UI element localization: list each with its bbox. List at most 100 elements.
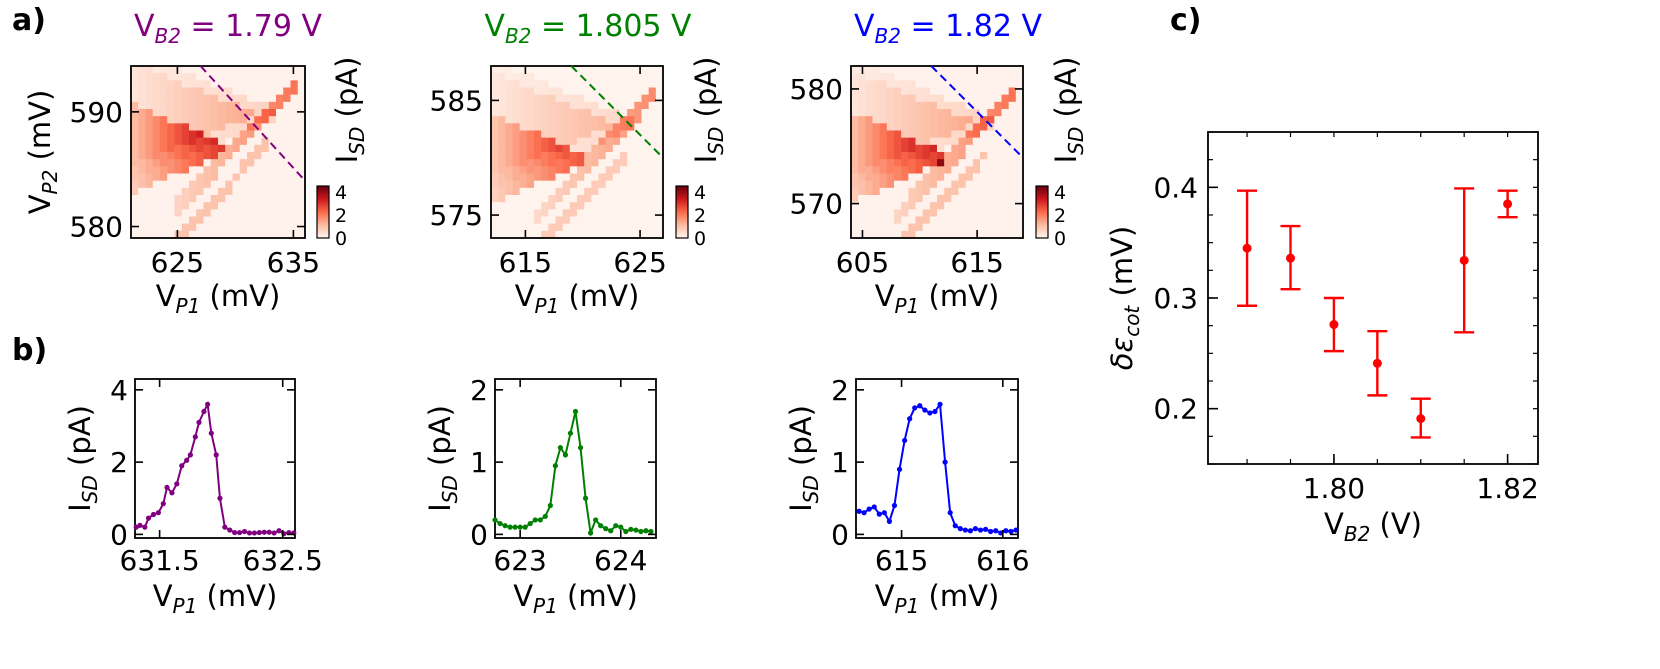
heatmap-cell xyxy=(555,195,564,203)
heatmap-cell xyxy=(922,180,931,189)
heatmap-cell xyxy=(879,109,888,117)
heatmap-cell xyxy=(929,195,938,203)
heatmap-cell xyxy=(944,73,952,81)
heatmap-cell xyxy=(203,130,212,139)
heatmap-cell xyxy=(548,66,557,74)
heatmap-cell xyxy=(1001,130,1010,139)
heatmap-cell xyxy=(929,101,938,110)
heatmap-cell xyxy=(569,166,578,175)
heatmap-cell xyxy=(901,109,909,117)
heatmap-cell xyxy=(189,152,197,160)
heatmap-cell xyxy=(174,216,183,225)
heatmap-cell xyxy=(987,73,995,81)
heatmap-cell xyxy=(297,87,306,96)
heatmap-cell xyxy=(498,152,506,160)
data-point xyxy=(196,419,202,425)
heatmap-cell xyxy=(562,202,571,210)
heatmap-cell xyxy=(879,173,888,182)
data-point xyxy=(502,523,508,529)
heatmap-cell xyxy=(901,144,909,153)
series-line xyxy=(494,411,652,537)
heatmap-cell xyxy=(160,87,168,96)
heatmap-cell xyxy=(1001,80,1010,89)
heatmap-cell xyxy=(655,80,664,89)
heatmap-cell xyxy=(505,123,514,132)
heatmap-cell xyxy=(526,109,535,117)
heatmap-cell xyxy=(174,87,183,96)
heatmap-cell xyxy=(145,66,154,74)
heatmap-cell xyxy=(491,230,499,239)
heatmap-cell xyxy=(634,123,643,132)
heatmap-cell xyxy=(562,80,571,89)
heatmap-cell xyxy=(851,173,859,182)
heatmap-cell xyxy=(526,130,535,139)
heatmap-cell xyxy=(276,166,284,175)
heatmap-cell xyxy=(851,195,859,203)
heatmap-cell xyxy=(526,187,535,196)
heatmap-cell xyxy=(254,144,263,153)
heatmap-cell xyxy=(994,130,1003,139)
heatmap-cell xyxy=(612,202,621,210)
heatmap-cell xyxy=(894,116,902,124)
heatmap-cell xyxy=(951,202,960,210)
heatmap-cell xyxy=(276,195,284,203)
heatmap-cell xyxy=(569,87,578,96)
heatmap-cell xyxy=(915,116,924,124)
heatmap-cell xyxy=(491,152,499,160)
heatmap-cell xyxy=(276,123,284,132)
heatmap-cell xyxy=(569,223,578,232)
heatmap-cell xyxy=(189,159,197,167)
heatmap-cell xyxy=(534,202,542,210)
heatmap-cell xyxy=(605,223,614,232)
data-point xyxy=(907,416,913,422)
heatmap-cell xyxy=(247,109,255,117)
heatmap-cell xyxy=(562,66,571,74)
heatmap-cell xyxy=(901,80,909,89)
heatmap-cell xyxy=(555,109,564,117)
heatmap-cell xyxy=(491,101,499,110)
heatmap-cell xyxy=(598,94,607,103)
heatmap-cell xyxy=(851,130,859,139)
heatmap-cell xyxy=(851,123,859,132)
heatmap-cell xyxy=(196,209,205,218)
heatmap-cell xyxy=(189,123,197,132)
heatmap-cell xyxy=(247,94,255,103)
heatmap-cell xyxy=(972,223,981,232)
heatmap-cell xyxy=(181,173,190,182)
heatmap-cell xyxy=(958,130,967,139)
heatmap-cell xyxy=(160,195,168,203)
y-tick-label: 0.2 xyxy=(1153,393,1198,426)
heatmap-cell xyxy=(858,101,866,110)
heatmap-cell xyxy=(225,216,234,225)
heatmap-cell xyxy=(858,166,866,175)
heatmap-cell xyxy=(584,116,592,124)
heatmap-cell xyxy=(598,109,607,117)
heatmap-cell xyxy=(1008,116,1017,124)
data-point xyxy=(922,407,928,413)
heatmap-cell xyxy=(145,116,154,124)
heatmap-cell xyxy=(290,73,299,81)
heatmap-cell xyxy=(196,223,205,232)
heatmap-cell xyxy=(232,73,241,81)
heatmap-a2 xyxy=(491,66,664,239)
heatmap-cell xyxy=(994,94,1003,103)
heatmap-cell xyxy=(283,173,292,182)
heatmap-cell xyxy=(994,159,1003,167)
heatmap-cell xyxy=(541,87,549,96)
data-point xyxy=(861,510,867,516)
data-point xyxy=(155,510,161,516)
heatmap-cell xyxy=(131,159,139,167)
heatmap-cell xyxy=(872,66,881,74)
heatmap-cell xyxy=(276,137,284,146)
heatmap-cell xyxy=(612,159,621,167)
heatmap-cell xyxy=(922,166,931,175)
heatmap-cell xyxy=(534,101,542,110)
heatmap-cell xyxy=(648,230,657,239)
heatmap-cell xyxy=(879,101,888,110)
heatmap-cell xyxy=(851,223,859,232)
heatmap-cell xyxy=(160,152,168,160)
heatmap-cell xyxy=(232,166,241,175)
heatmap-cell xyxy=(965,80,974,89)
data-point xyxy=(572,408,579,415)
heatmap-cell xyxy=(872,180,881,189)
